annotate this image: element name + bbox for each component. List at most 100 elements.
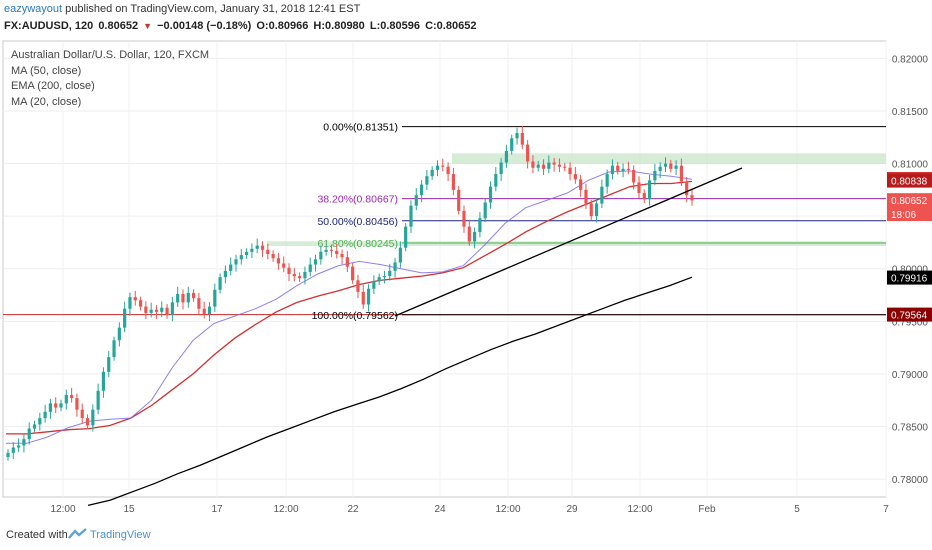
candle-body	[552, 162, 556, 165]
legend-ma20[interactable]: MA (20, close)	[11, 95, 82, 108]
candle-body	[393, 262, 397, 271]
candle-body	[425, 176, 429, 185]
last-price: 0.80652	[98, 20, 139, 32]
candle-body	[123, 308, 127, 328]
candle-body	[557, 164, 562, 167]
candle-body	[653, 170, 657, 181]
candle-body	[313, 259, 318, 265]
candle-body	[186, 292, 190, 303]
fib-label: 38.20%(0.80667)	[317, 194, 398, 206]
candle-body	[404, 226, 408, 248]
x-tick-label: 12:00	[273, 504, 298, 515]
x-tick-label: 17	[211, 504, 223, 515]
candle-body	[128, 297, 132, 309]
candle-body	[112, 340, 116, 358]
candle-body	[308, 264, 312, 272]
x-tick-label: 29	[566, 504, 578, 515]
candle-body	[626, 168, 630, 170]
legend-ma50[interactable]: MA (50, close)	[11, 64, 82, 77]
price-chart[interactable]: 0.00%(0.81351) 38.20%(0.80667) 50.00%(0.80…	[0, 40, 932, 520]
candle-body	[541, 164, 546, 169]
legend-ema200[interactable]: EMA (200, close)	[11, 80, 95, 92]
chart-header: eazywayout published on TradingView.com,…	[0, 0, 932, 40]
candle-body	[329, 249, 334, 251]
candle-body	[685, 181, 689, 196]
candle-body	[271, 254, 275, 259]
candle-body	[64, 394, 68, 404]
y-tick-label: 0.78000	[892, 475, 929, 486]
candle-body	[457, 189, 461, 211]
candle-body	[419, 184, 424, 196]
candle-body	[579, 179, 583, 190]
candle-body	[409, 205, 413, 227]
tradingview-logo-icon	[68, 527, 88, 546]
candle-body	[510, 138, 514, 151]
candle-body	[568, 167, 572, 175]
high-value: H:0.80980	[313, 20, 365, 32]
ohlc-readout: FX:AUDUSD, 120 0.80652 ▼ −0.00148 (−0.18…	[4, 20, 478, 32]
y-tick-label: 0.81000	[892, 160, 929, 171]
candle-body	[430, 169, 434, 177]
candle-body	[520, 133, 524, 145]
candle-body	[324, 249, 328, 252]
price-label: 0.79564	[891, 311, 928, 322]
candle-body	[526, 144, 530, 162]
candle-body	[255, 245, 259, 249]
candle-body	[96, 390, 100, 410]
candle-body	[154, 309, 159, 312]
y-tick-label: 0.79000	[892, 370, 929, 381]
candle-body	[191, 292, 196, 299]
candles	[6, 126, 694, 461]
candle-body	[584, 189, 588, 204]
y-tick-label: 0.79500	[892, 317, 929, 328]
candle-body	[133, 297, 137, 301]
candle-body	[483, 202, 487, 219]
candle-body	[282, 263, 286, 268]
candle-body	[473, 231, 477, 242]
candle-body	[75, 398, 79, 410]
candle-body	[616, 165, 620, 171]
candle-body	[59, 403, 63, 408]
candle-body	[101, 371, 106, 391]
x-tick-label: 7	[883, 504, 889, 515]
price-label-box	[887, 207, 932, 221]
candle-body	[70, 394, 74, 399]
candle-body	[202, 308, 206, 314]
candle-body	[303, 271, 307, 279]
candle-body	[515, 133, 519, 139]
down-arrow-icon: ▼	[143, 21, 153, 31]
candle-body	[679, 165, 683, 182]
candle-body	[165, 307, 169, 316]
candle-body	[504, 150, 509, 163]
tradingview-brand[interactable]: TradingView	[90, 529, 151, 541]
trendline[interactable]	[394, 167, 743, 317]
candle-body	[85, 418, 90, 426]
candle-body	[372, 281, 376, 289]
zones	[267, 153, 886, 247]
x-tick-label: Feb	[698, 504, 716, 515]
candle-body	[80, 409, 84, 419]
candle-body	[605, 174, 609, 187]
candle-body	[488, 186, 493, 203]
publish-text: published on TradingView.com, January 31…	[65, 3, 361, 15]
candle-body	[160, 307, 164, 312]
price-change: −0.00148 (−0.18%)	[157, 20, 252, 32]
candle-body	[642, 193, 646, 200]
zone-box	[267, 241, 886, 247]
candle-body	[138, 300, 143, 307]
candle-body	[563, 166, 567, 168]
candle-body	[573, 174, 577, 180]
candle-body	[91, 409, 95, 426]
candle-body	[38, 418, 42, 425]
author-link[interactable]: eazywayout	[4, 3, 63, 15]
candle-body	[610, 165, 615, 175]
candle-body	[494, 174, 498, 187]
low-value: L:0.80596	[369, 20, 421, 32]
candle-body	[27, 428, 31, 440]
candle-body	[435, 165, 440, 170]
candle-body	[149, 309, 153, 313]
grid-lines	[3, 41, 887, 497]
legend-title: Australian Dollar/U.S. Dollar, 120, FXCM	[11, 49, 210, 61]
y-tick-label: 0.80000	[892, 265, 929, 276]
